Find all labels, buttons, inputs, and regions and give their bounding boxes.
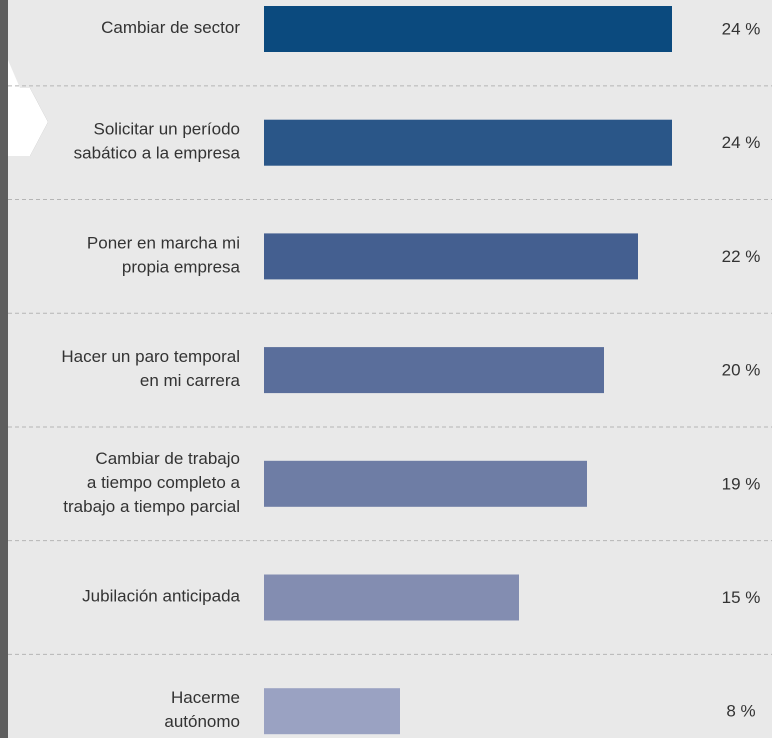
bar xyxy=(264,119,672,166)
category-line: Poner en marcha mi xyxy=(87,234,240,253)
category-line: propia empresa xyxy=(122,258,241,277)
value-label: 15 % xyxy=(722,588,761,607)
bar xyxy=(264,688,400,735)
category-line: Solicitar un período xyxy=(94,120,240,139)
category-line: en mi carrera xyxy=(140,372,241,391)
category-label: Jubilación anticipada xyxy=(82,587,240,606)
category-line: a tiempo completo a xyxy=(87,473,241,492)
bar xyxy=(264,574,519,621)
value-label: 22 % xyxy=(722,247,761,266)
category-label: Hacerme autónomo xyxy=(164,689,240,732)
bar xyxy=(264,6,672,52)
category-label: Hacer un paro temporal en mi carrera xyxy=(61,348,240,391)
value-label: 8 % xyxy=(726,702,755,721)
category-line: Hacer un paro temporal xyxy=(61,348,240,367)
category-label: Poner en marcha mi propia empresa xyxy=(87,234,241,277)
value-label: 24 % xyxy=(722,133,761,152)
value-label: 20 % xyxy=(722,361,761,380)
category-line: autónomo xyxy=(164,713,240,732)
category-line: Jubilación anticipada xyxy=(82,587,240,606)
category-line: Hacerme xyxy=(171,689,240,708)
side-chevron xyxy=(8,60,48,156)
category-label: Cambiar de trabajo a tiempo completo a tra… xyxy=(63,449,240,516)
bar xyxy=(264,460,587,507)
category-label: Solicitar un período sabático a la empres… xyxy=(74,120,241,163)
bar xyxy=(264,347,604,394)
category-label: Cambiar de sector xyxy=(101,18,240,37)
category-line: Cambiar de trabajo xyxy=(95,449,240,468)
value-label: 24 % xyxy=(722,19,761,38)
value-label: 19 % xyxy=(722,474,761,493)
category-line: sabático a la empresa xyxy=(74,144,241,163)
bar xyxy=(264,233,638,280)
category-line: trabajo a tiempo parcial xyxy=(63,497,240,516)
category-line: Cambiar de sector xyxy=(101,18,240,37)
